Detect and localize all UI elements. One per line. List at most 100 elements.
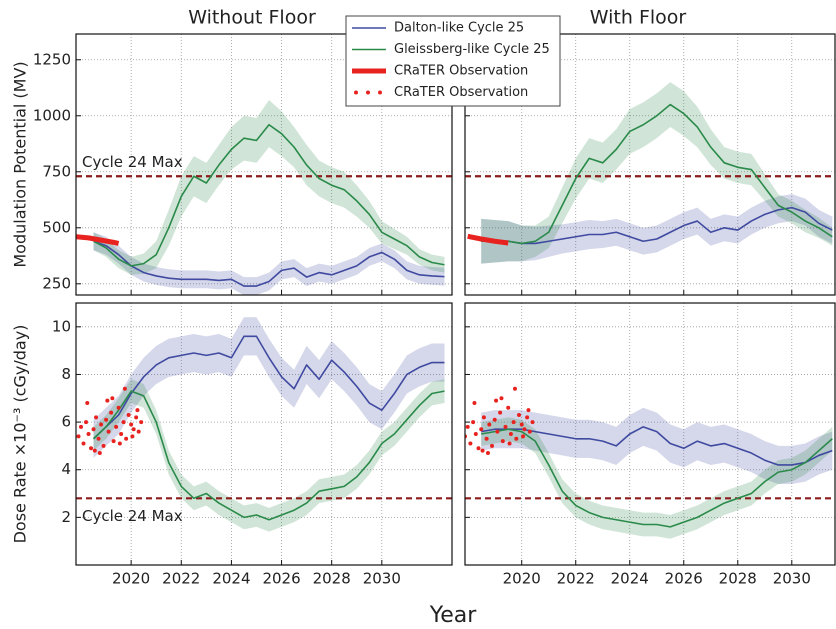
series-line — [481, 206, 833, 245]
observation-point — [522, 427, 527, 432]
observation-point — [101, 443, 106, 448]
observation-point — [471, 420, 476, 425]
observation-point — [525, 415, 530, 420]
uncertainty-band — [481, 417, 833, 539]
series-line — [92, 390, 445, 521]
observation-point — [130, 434, 135, 439]
x-tick-label: 2024 — [611, 570, 649, 588]
observation-point — [503, 424, 508, 429]
x-tick-label: 2022 — [162, 570, 200, 588]
plot-area — [465, 303, 835, 565]
series-line — [93, 240, 445, 287]
legend-marker — [378, 90, 382, 95]
x-tick-label: 2028 — [719, 570, 757, 588]
observation-point — [76, 434, 81, 439]
observation-point — [495, 429, 500, 434]
observation-point — [512, 386, 517, 391]
observation-point — [490, 443, 495, 448]
series-line — [481, 426, 833, 466]
observation-point — [119, 432, 124, 436]
y-tick-label: 2 — [61, 508, 71, 526]
uncertainty-band — [481, 407, 833, 485]
observation-point — [472, 401, 477, 406]
observation-point — [479, 427, 484, 432]
reference-label: Cycle 24 Max — [82, 153, 183, 171]
observation-point — [517, 412, 522, 417]
plot-area: Cycle 24 Max — [76, 303, 452, 565]
panel-frame — [75, 33, 453, 296]
legend-label: CRaTER Observation — [394, 64, 528, 79]
series-line — [92, 335, 445, 440]
panel-background — [465, 303, 835, 565]
y-tick-label: 250 — [42, 274, 71, 292]
observation-point — [485, 451, 490, 456]
observation-point — [117, 441, 122, 446]
observation-point — [110, 396, 115, 401]
uncertainty-band — [481, 82, 833, 264]
panel-frame — [75, 302, 453, 566]
uncertainty-band — [93, 100, 445, 275]
observation-point — [499, 396, 504, 401]
x-tick-label: 2030 — [363, 570, 401, 588]
uncertainty-band — [481, 194, 833, 264]
observation-point — [106, 429, 111, 434]
panel-title: With Floor — [590, 7, 687, 29]
y-tick-label: 6 — [61, 413, 71, 431]
legend-label: CRaTER Observation — [394, 85, 528, 100]
observation-point — [527, 429, 532, 434]
x-tick-label: 2024 — [212, 570, 250, 588]
observation-point — [121, 420, 126, 425]
x-tick-label: 2020 — [112, 570, 150, 588]
plot-area — [465, 34, 835, 295]
observation-point — [492, 417, 497, 422]
observation-point — [511, 420, 516, 425]
x-tick-label: 2026 — [665, 570, 703, 588]
observation-point — [526, 408, 531, 413]
legend-label: Gleissberg-like Cycle 25 — [394, 42, 550, 57]
observation-point — [494, 398, 499, 403]
observation-point — [487, 422, 492, 427]
observation-point — [85, 401, 90, 406]
observation-point — [519, 422, 524, 427]
reference-label: Cycle 24 Max — [82, 507, 183, 525]
observation-point — [105, 398, 110, 403]
series-line — [481, 103, 833, 245]
panel-frame — [464, 302, 836, 566]
observation-point — [481, 415, 486, 420]
x-tick-label: 2026 — [262, 570, 300, 588]
x-axis-label: Year — [429, 603, 478, 628]
y-axis-label: Dose Rate ×10⁻³ (cGy/day) — [11, 325, 30, 544]
observation-point — [500, 439, 505, 444]
panel-background — [76, 303, 452, 565]
observation-point — [97, 451, 102, 456]
observation-point — [92, 448, 97, 453]
observation-point — [480, 448, 485, 453]
observation-point — [507, 441, 512, 446]
observation-point — [530, 420, 535, 425]
observation-point — [476, 446, 481, 451]
legend-box — [345, 15, 561, 107]
observation-point — [473, 432, 478, 436]
x-tick-label: 2020 — [503, 570, 541, 588]
observation-point — [111, 439, 116, 444]
y-tick-label: 750 — [42, 162, 71, 180]
legend-label: Dalton-like Cycle 25 — [394, 21, 524, 36]
series-line — [481, 428, 833, 528]
observation-point — [521, 434, 526, 439]
y-tick-label: 4 — [61, 460, 71, 478]
observation-point — [126, 412, 131, 417]
x-tick-label: 2022 — [557, 570, 595, 588]
y-tick-label: 1000 — [33, 106, 71, 124]
observation-point — [139, 420, 144, 425]
legend-marker — [366, 90, 370, 95]
observation-point — [96, 436, 101, 441]
observation-point — [129, 422, 134, 427]
observation-line — [467, 233, 509, 246]
uncertainty-band — [93, 379, 445, 532]
y-tick-label: 500 — [42, 218, 71, 236]
observation-point — [514, 436, 519, 441]
observation-point — [122, 386, 127, 391]
observation-point — [89, 446, 94, 451]
x-tick-label: 2030 — [773, 570, 811, 588]
